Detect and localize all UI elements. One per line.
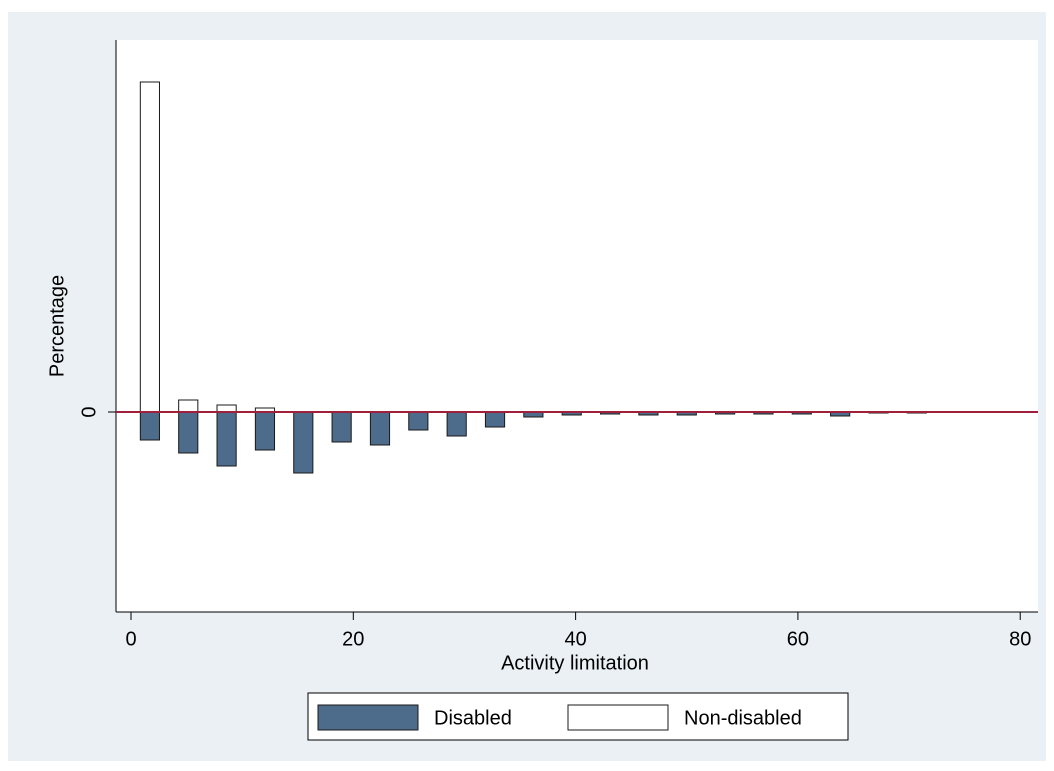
bar [484,411,506,428]
x-tick-label: 0 [125,628,136,650]
legend-swatch [317,704,419,731]
legend-swatch [567,704,669,731]
x-axis-label: Activity limitation [501,652,649,674]
x-tick-label: 20 [342,628,364,650]
plot-area [116,40,1038,612]
bar [446,411,467,437]
y-tick-label: 0 [78,406,100,417]
bar [216,404,237,413]
x-tick-label: 80 [1009,628,1031,650]
bar [408,411,429,431]
bar [216,411,237,467]
legend-label: Non-disabled [684,707,802,729]
bar [331,411,352,443]
bar [139,81,160,413]
x-tick-label: 60 [787,628,809,650]
x-tick-label: 40 [564,628,586,650]
y-axis-label: Percentage [46,275,68,377]
bar [369,411,391,446]
legend-label: Disabled [434,707,512,729]
bar [178,399,199,413]
bar [293,411,314,474]
bar [254,411,276,451]
bar [178,411,199,454]
bar [139,411,160,441]
